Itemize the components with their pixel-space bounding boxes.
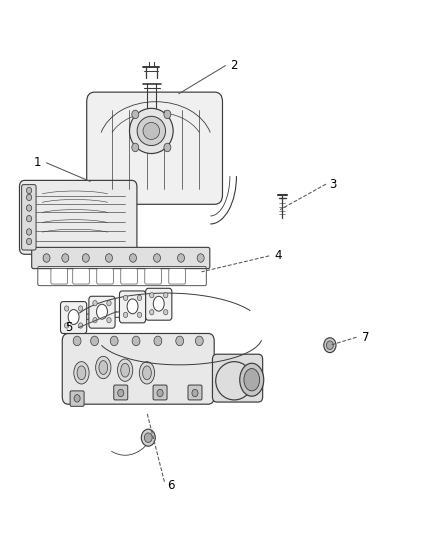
Circle shape bbox=[107, 318, 111, 323]
Text: 6: 6 bbox=[167, 479, 175, 492]
Text: 1: 1 bbox=[34, 156, 42, 169]
Circle shape bbox=[176, 336, 184, 346]
FancyBboxPatch shape bbox=[188, 385, 202, 400]
Circle shape bbox=[62, 254, 69, 262]
Ellipse shape bbox=[74, 362, 89, 384]
FancyBboxPatch shape bbox=[121, 269, 138, 284]
Ellipse shape bbox=[137, 116, 166, 146]
Ellipse shape bbox=[130, 108, 173, 154]
Ellipse shape bbox=[244, 368, 260, 391]
Circle shape bbox=[26, 187, 32, 193]
Text: 5: 5 bbox=[65, 321, 72, 334]
Circle shape bbox=[132, 143, 139, 152]
Circle shape bbox=[118, 389, 124, 397]
Ellipse shape bbox=[77, 366, 86, 379]
Circle shape bbox=[138, 295, 142, 301]
FancyBboxPatch shape bbox=[19, 180, 137, 254]
Circle shape bbox=[43, 254, 50, 262]
FancyBboxPatch shape bbox=[97, 269, 113, 284]
Ellipse shape bbox=[95, 357, 111, 378]
FancyBboxPatch shape bbox=[89, 296, 115, 328]
Circle shape bbox=[26, 229, 32, 235]
FancyBboxPatch shape bbox=[169, 269, 185, 284]
Ellipse shape bbox=[139, 362, 155, 384]
Circle shape bbox=[93, 301, 97, 306]
Text: 3: 3 bbox=[329, 177, 336, 191]
Circle shape bbox=[26, 238, 32, 245]
Circle shape bbox=[91, 336, 99, 346]
Circle shape bbox=[93, 318, 97, 323]
Ellipse shape bbox=[143, 123, 159, 140]
Circle shape bbox=[138, 312, 142, 318]
FancyBboxPatch shape bbox=[87, 92, 223, 204]
Circle shape bbox=[73, 336, 81, 346]
Circle shape bbox=[163, 293, 168, 298]
Circle shape bbox=[26, 194, 32, 200]
FancyBboxPatch shape bbox=[212, 354, 263, 402]
FancyBboxPatch shape bbox=[70, 391, 84, 406]
Circle shape bbox=[192, 389, 198, 397]
Circle shape bbox=[150, 293, 154, 298]
Circle shape bbox=[157, 389, 163, 397]
Circle shape bbox=[132, 110, 139, 119]
Circle shape bbox=[141, 429, 155, 446]
Circle shape bbox=[78, 323, 83, 328]
Ellipse shape bbox=[68, 310, 79, 325]
Text: 4: 4 bbox=[274, 249, 282, 262]
Circle shape bbox=[130, 254, 137, 262]
FancyBboxPatch shape bbox=[145, 269, 161, 284]
Circle shape bbox=[163, 310, 168, 315]
FancyBboxPatch shape bbox=[32, 247, 210, 269]
Circle shape bbox=[107, 301, 111, 306]
Circle shape bbox=[164, 110, 171, 119]
Circle shape bbox=[64, 306, 69, 311]
Circle shape bbox=[64, 323, 69, 328]
Ellipse shape bbox=[99, 361, 108, 374]
Text: 7: 7 bbox=[361, 330, 369, 344]
Circle shape bbox=[195, 336, 203, 346]
Circle shape bbox=[124, 312, 128, 318]
Circle shape bbox=[124, 295, 128, 301]
FancyBboxPatch shape bbox=[153, 385, 167, 400]
FancyBboxPatch shape bbox=[21, 184, 36, 250]
Ellipse shape bbox=[96, 304, 107, 319]
Circle shape bbox=[132, 336, 140, 346]
Circle shape bbox=[154, 336, 162, 346]
Circle shape bbox=[106, 254, 113, 262]
Circle shape bbox=[145, 433, 152, 442]
Circle shape bbox=[326, 341, 333, 350]
Circle shape bbox=[153, 254, 160, 262]
FancyBboxPatch shape bbox=[60, 302, 87, 334]
FancyBboxPatch shape bbox=[146, 288, 172, 320]
Ellipse shape bbox=[117, 359, 133, 381]
Circle shape bbox=[74, 394, 80, 402]
Circle shape bbox=[78, 306, 83, 311]
FancyBboxPatch shape bbox=[62, 334, 214, 404]
FancyBboxPatch shape bbox=[114, 385, 128, 400]
Circle shape bbox=[197, 254, 204, 262]
Text: 2: 2 bbox=[230, 59, 238, 72]
Ellipse shape bbox=[240, 364, 264, 396]
Circle shape bbox=[26, 215, 32, 222]
Ellipse shape bbox=[127, 299, 138, 314]
Circle shape bbox=[26, 205, 32, 211]
Circle shape bbox=[110, 336, 118, 346]
FancyBboxPatch shape bbox=[51, 269, 67, 284]
Circle shape bbox=[324, 338, 336, 353]
Ellipse shape bbox=[121, 364, 130, 377]
Circle shape bbox=[150, 310, 154, 315]
Circle shape bbox=[82, 254, 89, 262]
FancyBboxPatch shape bbox=[120, 291, 146, 323]
Ellipse shape bbox=[216, 362, 253, 400]
Circle shape bbox=[177, 254, 184, 262]
FancyBboxPatch shape bbox=[73, 269, 89, 284]
Circle shape bbox=[164, 143, 171, 152]
Ellipse shape bbox=[153, 296, 164, 311]
Ellipse shape bbox=[143, 366, 151, 379]
